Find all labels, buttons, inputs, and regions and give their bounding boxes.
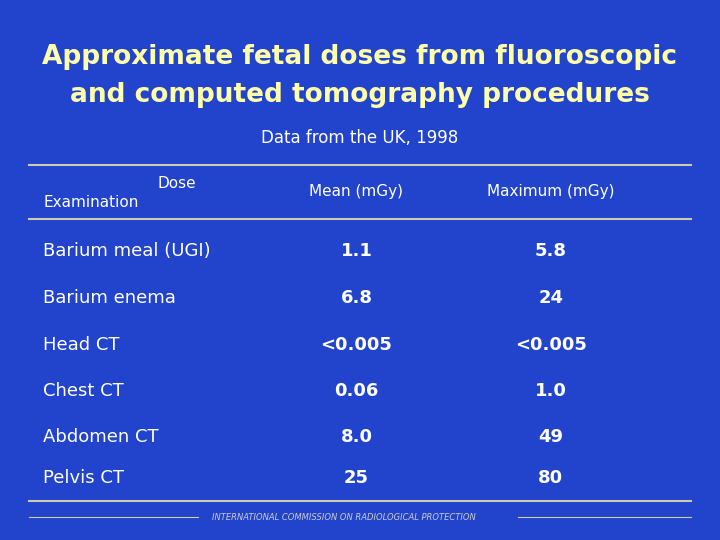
- Text: <0.005: <0.005: [515, 335, 587, 354]
- Text: 49: 49: [539, 428, 563, 447]
- Text: Maximum (mGy): Maximum (mGy): [487, 184, 615, 199]
- Text: 25: 25: [344, 469, 369, 487]
- Text: and computed tomography procedures: and computed tomography procedures: [70, 82, 650, 107]
- Text: Data from the UK, 1998: Data from the UK, 1998: [261, 129, 459, 147]
- Text: 8.0: 8.0: [341, 428, 372, 447]
- Text: <0.005: <0.005: [320, 335, 392, 354]
- Text: Barium meal (UGI): Barium meal (UGI): [43, 242, 211, 260]
- Text: Mean (mGy): Mean (mGy): [310, 184, 403, 199]
- Text: Examination: Examination: [43, 195, 138, 210]
- Text: Pelvis CT: Pelvis CT: [43, 469, 124, 487]
- Text: Approximate fetal doses from fluoroscopic: Approximate fetal doses from fluoroscopi…: [42, 44, 678, 70]
- Text: Abdomen CT: Abdomen CT: [43, 428, 159, 447]
- Text: Barium enema: Barium enema: [43, 289, 176, 307]
- Text: 1.0: 1.0: [535, 382, 567, 400]
- Text: Dose: Dose: [157, 176, 196, 191]
- Text: 5.8: 5.8: [535, 242, 567, 260]
- Text: 1.1: 1.1: [341, 242, 372, 260]
- Text: Chest CT: Chest CT: [43, 382, 124, 400]
- Text: 0.06: 0.06: [334, 382, 379, 400]
- Text: 80: 80: [539, 469, 563, 487]
- Text: Head CT: Head CT: [43, 335, 120, 354]
- Text: 24: 24: [539, 289, 563, 307]
- Text: 6.8: 6.8: [341, 289, 372, 307]
- Text: INTERNATIONAL COMMISSION ON RADIOLOGICAL PROTECTION: INTERNATIONAL COMMISSION ON RADIOLOGICAL…: [212, 513, 476, 522]
